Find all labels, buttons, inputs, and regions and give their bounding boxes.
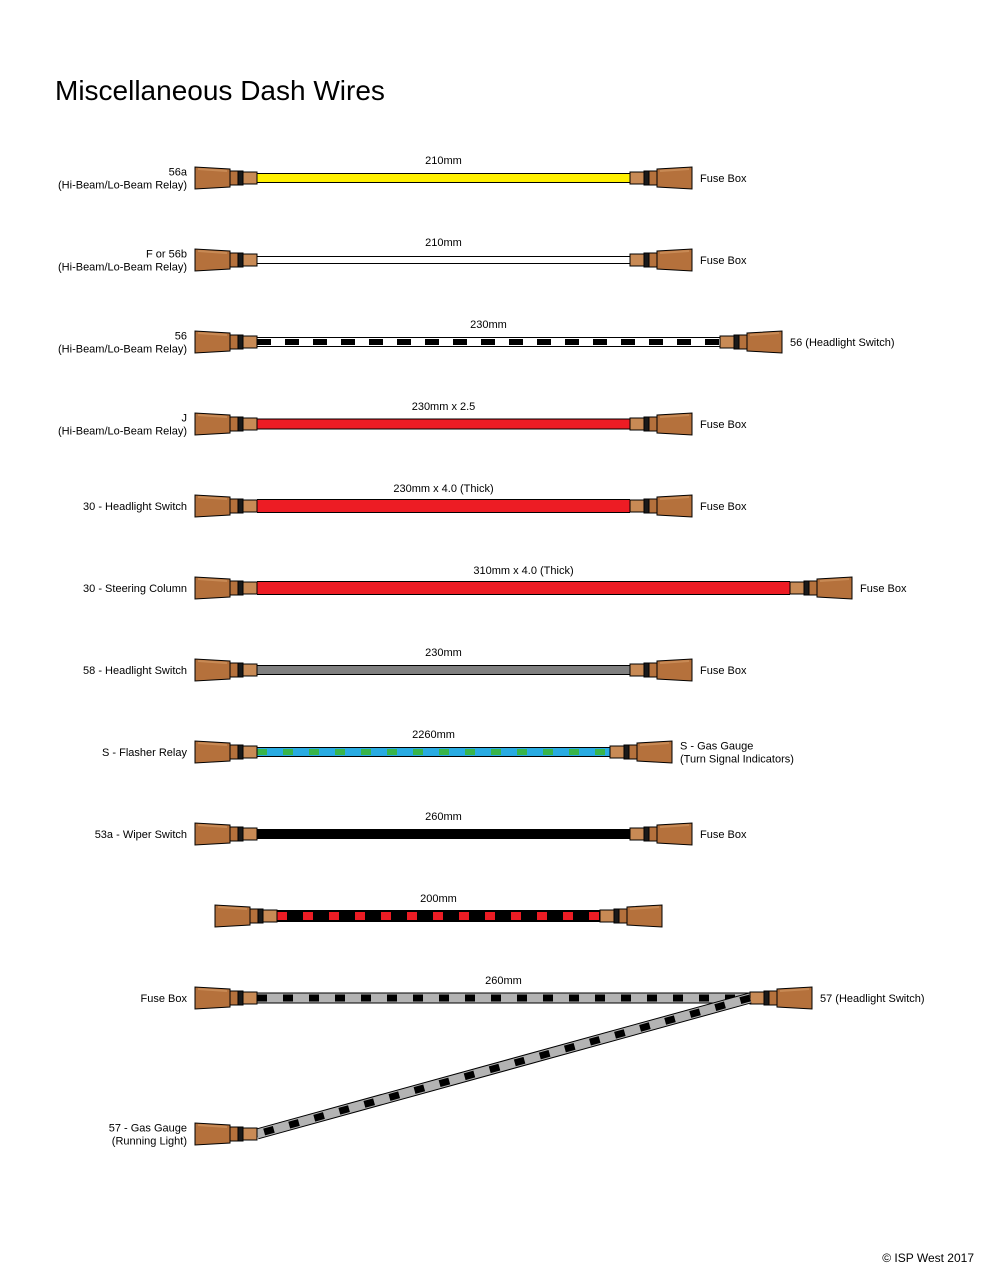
wire-left-label: 53a - Wiper Switch [95,829,187,841]
wire-row: 230mm 58 - Headlight Switch Fuse Box [83,647,747,681]
wire-right-label: Fuse Box [860,583,907,595]
wire-connector [630,167,692,189]
wire-row: 200mm [215,893,662,927]
wire-row: 230mm x 2.5 J(Hi-Beam/Lo-Beam Relay) Fuse … [58,401,747,438]
wire-connector [195,1123,257,1145]
wire-length-label: 2260mm [412,729,455,741]
wire-connector [720,331,782,353]
wire-length-label: 260mm [425,811,462,823]
wire-left-label: J [182,413,188,425]
wire-left-label: Fuse Box [141,993,188,1005]
wire-connector [610,741,672,763]
wire-right-label: Fuse Box [700,255,747,267]
wire-length-label: 260mm [485,975,522,987]
wire-row: 260mm Fuse Box 57 (Headlight Switch) 57 - G… [109,975,925,1148]
wire-length-label: 230mm [425,647,462,659]
wire-length-label: 210mm [425,155,462,167]
wire-row: 210mm F or 56b(Hi-Beam/Lo-Beam Relay) Fuse… [58,237,747,274]
wire-connector [195,987,257,1009]
wire-row: 210mm 56a(Hi-Beam/Lo-Beam Relay) Fuse Box [58,155,747,192]
wire-left-label: F or 56b [146,249,187,261]
wire-row: 310mm x 4.0 (Thick) 30 - Steering Column F… [83,565,907,599]
wire-connector [195,659,257,681]
wire-right-label: Fuse Box [700,501,747,513]
wire-connector [215,905,277,927]
wire-length-label: 230mm [470,319,507,331]
wire-row: 230mm 56(Hi-Beam/Lo-Beam Relay) 56 (Headli… [58,319,895,356]
wire-left-label: (Hi-Beam/Lo-Beam Relay) [58,426,187,438]
wire-connector [630,823,692,845]
wire-connector [195,249,257,271]
wire-connector [630,249,692,271]
wire-right-label: (Turn Signal Indicators) [680,754,794,766]
wire-length-label: 230mm x 4.0 (Thick) [393,483,493,495]
wire-connector [195,577,257,599]
wire-connector [750,987,812,1009]
wire-connector [195,741,257,763]
wire-row: 260mm 53a - Wiper Switch Fuse Box [95,811,747,845]
wire-length-label: 230mm x 2.5 [412,401,476,413]
wire-connector [630,495,692,517]
wire-right-label: Fuse Box [700,829,747,841]
wire-segment [257,998,750,1134]
wire-right-label: Fuse Box [700,665,747,677]
wire-length-label: 210mm [425,237,462,249]
wire-length-label: 200mm [420,893,457,905]
wire-right-label: 57 (Headlight Switch) [820,993,925,1005]
wire-connector [195,823,257,845]
wire-connector [790,577,852,599]
page-title: Miscellaneous Dash Wires [55,75,385,106]
wire-connector [630,413,692,435]
wire-left-label: (Hi-Beam/Lo-Beam Relay) [58,180,187,192]
wire-row: 230mm x 4.0 (Thick) 30 - Headlight Switch… [83,483,747,517]
wire-length-label: 310mm x 4.0 (Thick) [473,565,573,577]
wire-left-label: S - Flasher Relay [102,747,187,759]
wire-left-label: 58 - Headlight Switch [83,665,187,677]
wire-connector [195,495,257,517]
wire-connector [195,413,257,435]
wire-right-label: S - Gas Gauge [680,741,753,753]
wire-right-label: Fuse Box [700,419,747,431]
wire-left-label: 56 [175,331,187,343]
wire-connector [195,331,257,353]
wire-left-label: (Hi-Beam/Lo-Beam Relay) [58,344,187,356]
wire-right-label: Fuse Box [700,173,747,185]
wire-branch-label: (Running Light) [112,1136,187,1148]
wire-connector [600,905,662,927]
wire-connector [630,659,692,681]
wire-left-label: 30 - Headlight Switch [83,501,187,513]
wire-left-label: 56a [169,167,188,179]
wire-connector [195,167,257,189]
wire-branch-label: 57 - Gas Gauge [109,1123,187,1135]
wire-right-label: 56 (Headlight Switch) [790,337,895,349]
copyright-text: © ISP West 2017 [882,1251,974,1265]
wire-left-label: 30 - Steering Column [83,583,187,595]
wire-row: 2260mm S - Flasher Relay S - Gas Gauge(Tur… [102,729,794,766]
wire-left-label: (Hi-Beam/Lo-Beam Relay) [58,262,187,274]
